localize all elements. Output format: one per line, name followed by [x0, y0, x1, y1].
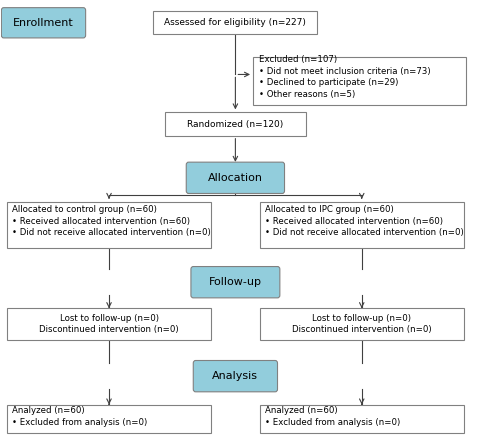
FancyBboxPatch shape [260, 308, 464, 340]
Text: Analysis: Analysis [212, 371, 258, 381]
FancyBboxPatch shape [154, 10, 318, 34]
Text: Allocated to control group (n=60)
• Received allocated intervention (n=60)
• Did: Allocated to control group (n=60) • Rece… [12, 205, 210, 238]
FancyBboxPatch shape [7, 308, 211, 340]
Text: Allocation: Allocation [208, 173, 263, 183]
Text: Analyzed (n=60)
• Excluded from analysis (n=0): Analyzed (n=60) • Excluded from analysis… [264, 406, 400, 427]
FancyBboxPatch shape [260, 405, 464, 433]
FancyBboxPatch shape [191, 266, 280, 298]
Text: Assessed for eligibility (n=227): Assessed for eligibility (n=227) [164, 18, 306, 27]
Text: Analyzed (n=60)
• Excluded from analysis (n=0): Analyzed (n=60) • Excluded from analysis… [12, 406, 147, 427]
FancyBboxPatch shape [186, 162, 284, 194]
Text: Excluded (n=107)
• Did not meet inclusion criteria (n=73)
• Declined to particip: Excluded (n=107) • Did not meet inclusio… [258, 55, 430, 99]
FancyBboxPatch shape [194, 361, 278, 392]
FancyBboxPatch shape [165, 112, 306, 136]
Text: Lost to follow-up (n=0)
Discontinued intervention (n=0): Lost to follow-up (n=0) Discontinued int… [39, 313, 179, 334]
FancyBboxPatch shape [7, 202, 211, 248]
FancyBboxPatch shape [260, 202, 464, 248]
FancyBboxPatch shape [2, 8, 86, 38]
Text: Randomized (n=120): Randomized (n=120) [188, 119, 284, 129]
FancyBboxPatch shape [7, 405, 211, 433]
Text: Allocated to IPC group (n=60)
• Received allocated intervention (n=60)
• Did not: Allocated to IPC group (n=60) • Received… [264, 205, 464, 238]
Text: Follow-up: Follow-up [209, 277, 262, 287]
FancyBboxPatch shape [253, 57, 466, 105]
Text: Enrollment: Enrollment [13, 18, 74, 28]
Text: Lost to follow-up (n=0)
Discontinued intervention (n=0): Lost to follow-up (n=0) Discontinued int… [292, 313, 432, 334]
